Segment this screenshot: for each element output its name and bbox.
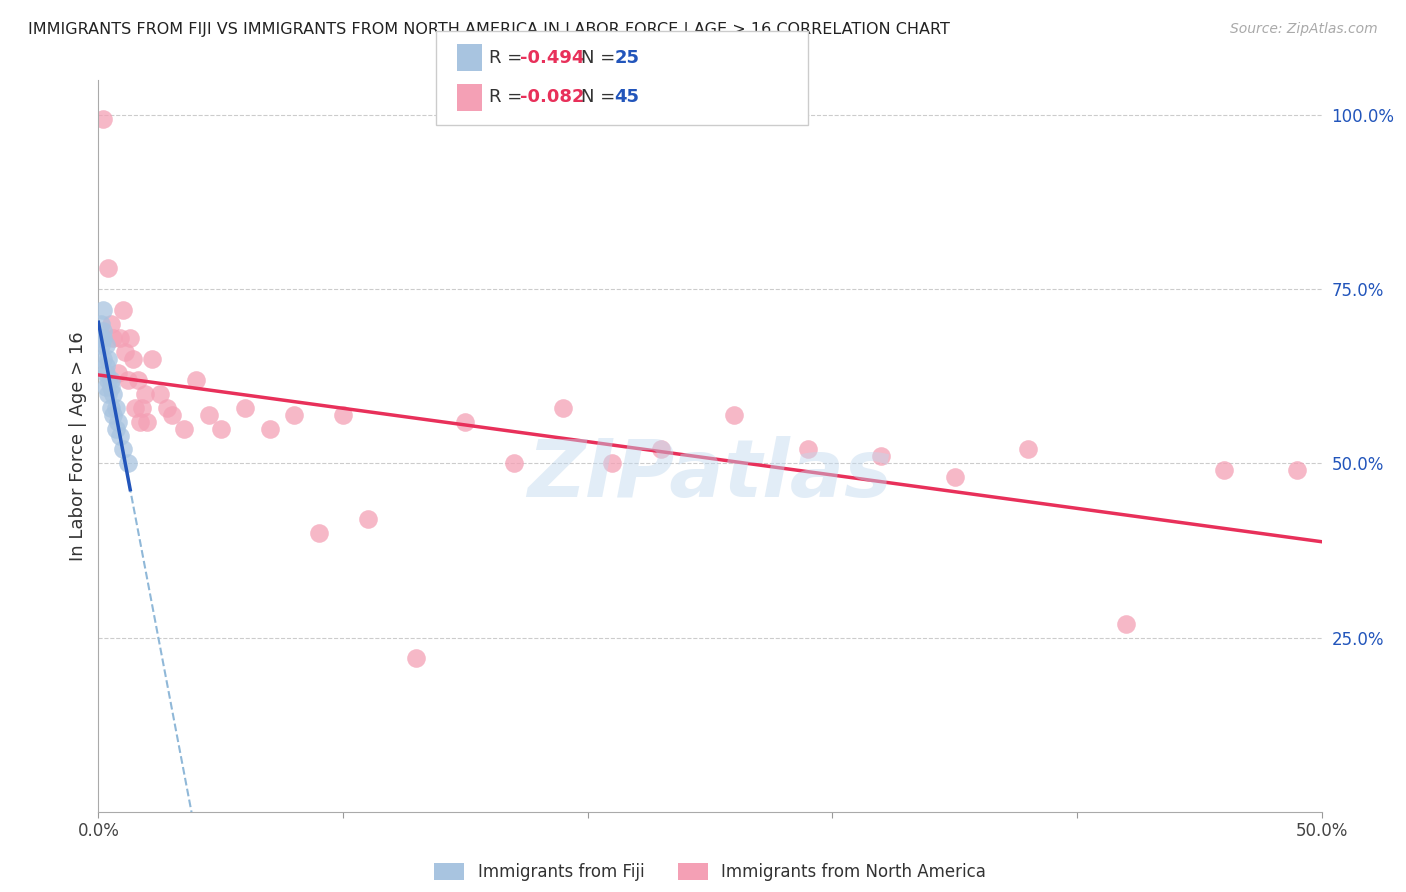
Point	[600, 457, 623, 471]
Point	[90, 338, 112, 352]
Point	[111, 442, 134, 457]
Point	[97, 386, 120, 401]
Point	[332, 408, 354, 422]
Point	[91, 303, 114, 318]
Point	[160, 408, 183, 422]
Point	[454, 415, 477, 429]
Point	[797, 442, 820, 457]
Point	[356, 512, 378, 526]
Text: R =: R =	[489, 88, 529, 106]
Point	[131, 401, 153, 415]
Text: -0.082: -0.082	[520, 88, 585, 106]
Point	[94, 359, 117, 373]
Point	[111, 303, 134, 318]
Legend: Immigrants from Fiji, Immigrants from North America: Immigrants from Fiji, Immigrants from No…	[427, 856, 993, 888]
Point	[97, 351, 120, 366]
Point	[405, 651, 427, 665]
Text: 45: 45	[614, 88, 640, 106]
Point	[100, 380, 122, 394]
Point	[943, 470, 966, 484]
Text: -0.494: -0.494	[520, 49, 585, 67]
Point	[259, 421, 281, 435]
Point	[91, 324, 114, 338]
Text: N =: N =	[581, 49, 620, 67]
Point	[1017, 442, 1039, 457]
Point	[141, 351, 163, 366]
Point	[1212, 463, 1234, 477]
Point	[104, 421, 127, 435]
Point	[870, 450, 893, 464]
Point	[110, 331, 132, 345]
Point	[121, 351, 143, 366]
Point	[91, 112, 114, 126]
Point	[101, 386, 124, 401]
Point	[117, 373, 139, 387]
Point	[94, 366, 117, 380]
Point	[114, 345, 136, 359]
Text: N =: N =	[581, 88, 620, 106]
Point	[120, 331, 142, 345]
Point	[91, 331, 114, 345]
Point	[650, 442, 672, 457]
Text: 25: 25	[614, 49, 640, 67]
Text: R =: R =	[489, 49, 529, 67]
Point	[97, 261, 120, 276]
Point	[124, 401, 146, 415]
Text: ZIPatlas: ZIPatlas	[527, 436, 893, 515]
Point	[127, 373, 149, 387]
Point	[100, 373, 122, 387]
Point	[90, 331, 112, 345]
Point	[107, 415, 129, 429]
Point	[94, 380, 117, 394]
Point	[1115, 616, 1137, 631]
Point	[90, 317, 112, 331]
Point	[156, 401, 179, 415]
Point	[149, 386, 172, 401]
Point	[233, 401, 256, 415]
Point	[134, 386, 156, 401]
Point	[553, 401, 575, 415]
Point	[91, 351, 114, 366]
Point	[117, 457, 139, 471]
Point	[97, 373, 120, 387]
Point	[308, 526, 330, 541]
Point	[100, 401, 122, 415]
Point	[503, 457, 526, 471]
Text: IMMIGRANTS FROM FIJI VS IMMIGRANTS FROM NORTH AMERICA IN LABOR FORCE | AGE > 16 : IMMIGRANTS FROM FIJI VS IMMIGRANTS FROM …	[28, 22, 950, 38]
Point	[101, 331, 124, 345]
Text: Source: ZipAtlas.com: Source: ZipAtlas.com	[1230, 22, 1378, 37]
Point	[104, 401, 127, 415]
Point	[136, 415, 159, 429]
Point	[110, 428, 132, 442]
Y-axis label: In Labor Force | Age > 16: In Labor Force | Age > 16	[69, 331, 87, 561]
Point	[209, 421, 232, 435]
Point	[107, 366, 129, 380]
Point	[723, 408, 745, 422]
Point	[186, 373, 208, 387]
Point	[94, 338, 117, 352]
Point	[283, 408, 305, 422]
Point	[101, 408, 124, 422]
Point	[100, 317, 122, 331]
Point	[197, 408, 219, 422]
Point	[1286, 463, 1309, 477]
Point	[173, 421, 195, 435]
Point	[129, 415, 152, 429]
